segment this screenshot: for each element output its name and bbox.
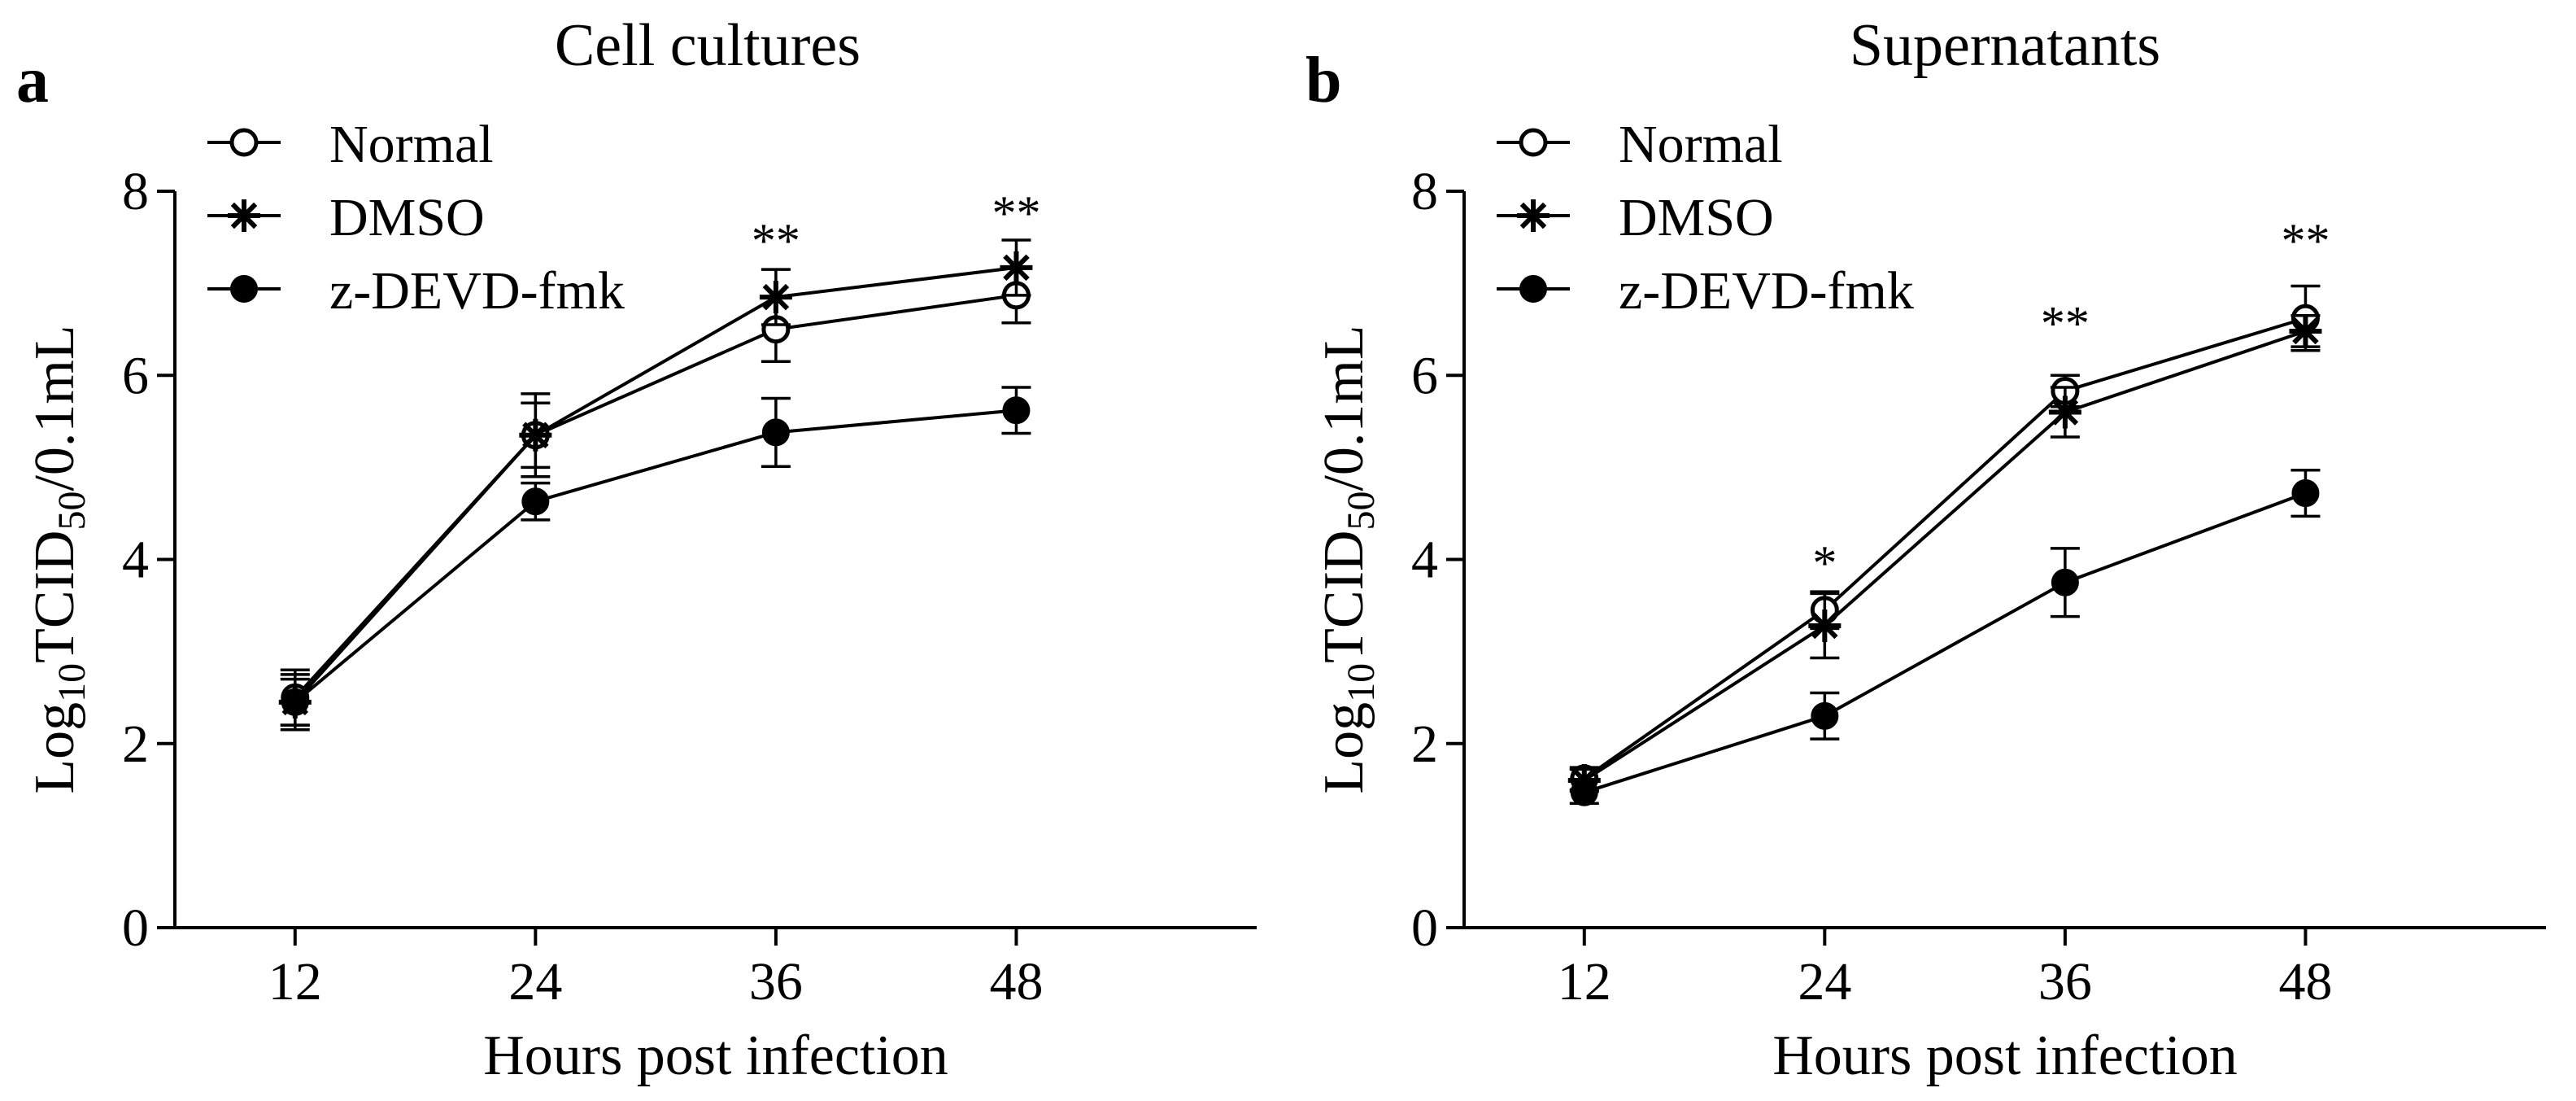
legend-marker bbox=[1519, 275, 1547, 303]
significance-marker: ** bbox=[752, 214, 800, 268]
data-point bbox=[521, 487, 550, 516]
y-tick-label: 4 bbox=[122, 531, 149, 590]
y-axis-label-sub2: 50 bbox=[50, 492, 94, 531]
data-point bbox=[1000, 251, 1033, 284]
data-point bbox=[2051, 568, 2079, 596]
data-point bbox=[1002, 396, 1031, 425]
legend-label: z-DEVD-fmk bbox=[1619, 261, 1914, 321]
x-tick-label: 12 bbox=[268, 952, 322, 1011]
x-tick-label: 36 bbox=[2038, 952, 2092, 1011]
y-tick-label: 6 bbox=[122, 346, 149, 405]
y-axis-label-mid: TCID bbox=[24, 531, 86, 663]
x-tick-label: 12 bbox=[1558, 952, 1611, 1011]
series-normal bbox=[1569, 284, 2321, 793]
significance-marker: * bbox=[1812, 536, 1837, 590]
series-line bbox=[1584, 492, 2307, 794]
x-tick-label: 36 bbox=[749, 952, 803, 1011]
y-axis-label-mid: TCID bbox=[1313, 531, 1375, 663]
x-tick-label: 24 bbox=[1798, 952, 1851, 1011]
y-axis-label-sub2: 50 bbox=[1340, 492, 1383, 531]
y-tick-label: 0 bbox=[122, 898, 149, 958]
y-tick-label: 0 bbox=[1411, 898, 1438, 958]
legend-marker bbox=[1519, 128, 1548, 157]
legend-label: Normal bbox=[1619, 115, 1783, 174]
y-tick-label: 6 bbox=[1411, 346, 1438, 405]
data-point bbox=[2291, 479, 2320, 508]
legend-marker bbox=[1517, 199, 1550, 232]
y-tick-label: 2 bbox=[1411, 714, 1438, 774]
data-point bbox=[2289, 314, 2322, 347]
data-point bbox=[281, 688, 309, 716]
x-axis-label: Hours post infection bbox=[483, 1025, 948, 1087]
data-point bbox=[1811, 701, 1839, 730]
series-z-devd-fmk bbox=[280, 386, 1031, 727]
legend-entry: z-DEVD-fmk bbox=[207, 261, 625, 321]
legend-marker bbox=[229, 128, 259, 157]
legend-entry: DMSO bbox=[1497, 188, 1774, 247]
series-line bbox=[294, 265, 1017, 704]
data-point bbox=[759, 281, 792, 314]
series-line bbox=[294, 293, 1017, 699]
y-axis-label: Log10TCID50/0.1mL bbox=[1313, 325, 1383, 793]
y-tick-label: 2 bbox=[122, 714, 149, 774]
y-axis-label-sub1: 10 bbox=[1340, 663, 1383, 702]
significance-marker: ** bbox=[2041, 297, 2090, 351]
legend-marker bbox=[228, 199, 260, 232]
data-point bbox=[1570, 778, 1598, 806]
y-tick-label: 8 bbox=[1411, 162, 1438, 221]
legend-entry: z-DEVD-fmk bbox=[1497, 261, 1914, 321]
legend-entry: DMSO bbox=[207, 188, 485, 247]
y-axis-label: Log10TCID50/0.1mL bbox=[24, 325, 94, 793]
significance-marker: ** bbox=[992, 186, 1040, 240]
x-tick-label: 48 bbox=[989, 952, 1043, 1011]
legend-label: DMSO bbox=[1619, 188, 1774, 247]
legend-label: Normal bbox=[329, 115, 494, 174]
panel-label: b bbox=[1305, 45, 1342, 116]
series-line bbox=[294, 409, 1017, 704]
chart-title: Cell cultures bbox=[555, 12, 861, 79]
data-point bbox=[1808, 609, 1842, 642]
y-axis-label-prefix: Log bbox=[24, 702, 86, 794]
data-point bbox=[519, 418, 552, 452]
panel-label: a bbox=[16, 45, 49, 116]
series-normal bbox=[280, 266, 1031, 727]
data-point bbox=[2048, 395, 2081, 429]
x-tick-label: 24 bbox=[508, 952, 562, 1011]
chart-title: Supernatants bbox=[1850, 12, 2160, 79]
y-axis-label-suffix: /0.1mL bbox=[24, 325, 86, 491]
series-z-devd-fmk bbox=[1569, 469, 2321, 806]
series-line bbox=[1583, 330, 2307, 782]
legend-marker bbox=[230, 275, 258, 303]
x-axis-label: Hours post infection bbox=[1772, 1025, 2238, 1087]
y-tick-label: 8 bbox=[122, 162, 149, 221]
y-axis-label-suffix: /0.1mL bbox=[1313, 325, 1375, 491]
legend-entry: Normal bbox=[1497, 115, 1783, 174]
x-tick-label: 48 bbox=[2278, 952, 2332, 1011]
series-line bbox=[1583, 317, 2307, 780]
series-dmso bbox=[1567, 313, 2322, 797]
legend-label: z-DEVD-fmk bbox=[329, 261, 625, 321]
y-axis-label-sub1: 10 bbox=[50, 663, 94, 702]
legend-entry: Normal bbox=[207, 115, 494, 174]
y-tick-label: 4 bbox=[1411, 531, 1438, 590]
y-axis-label-prefix: Log bbox=[1313, 702, 1375, 794]
significance-marker: ** bbox=[2281, 214, 2330, 268]
data-point bbox=[761, 418, 790, 447]
legend-label: DMSO bbox=[329, 188, 485, 247]
